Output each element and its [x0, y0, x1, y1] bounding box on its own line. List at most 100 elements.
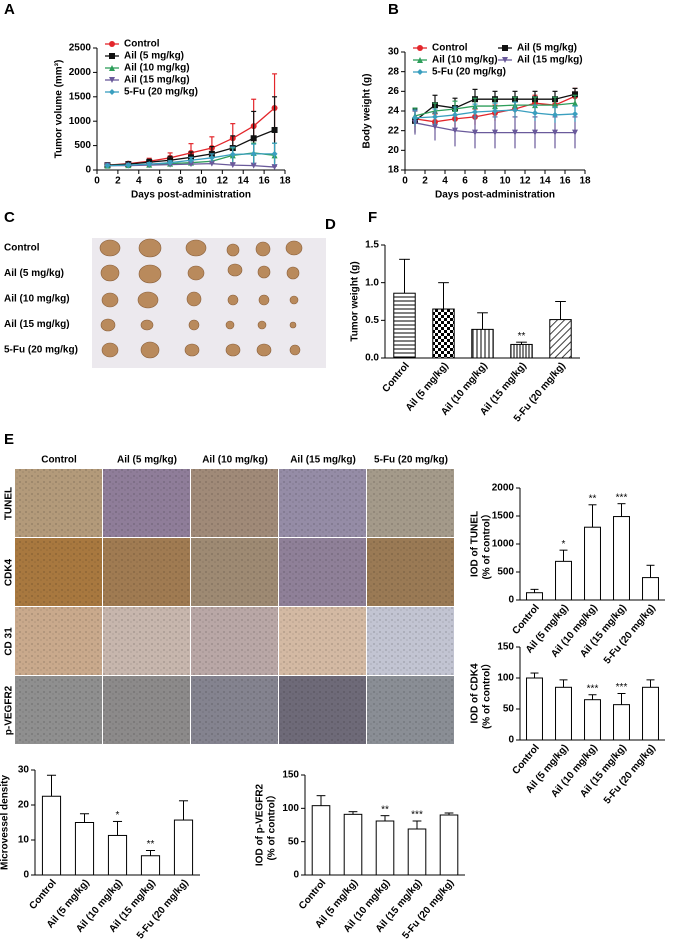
- marker: [104, 162, 111, 169]
- x-tick-label: 16: [559, 176, 571, 187]
- column-header: Ail (15 mg/kg): [290, 455, 356, 466]
- column-header: 5-Fu (20 mg/kg): [374, 455, 448, 466]
- x-axis-label: Days post-administration: [131, 190, 251, 201]
- marker: [472, 108, 478, 115]
- ihc-texture: [15, 469, 102, 537]
- y-tick-label: 50: [503, 704, 515, 715]
- y-tick-label: 2000: [69, 67, 92, 78]
- row-label: Ail (15 mg/kg): [4, 319, 70, 330]
- x-tick-label: 10: [499, 176, 511, 187]
- y-axis-label: IOD of TUNEL: [470, 511, 481, 577]
- bar: [613, 704, 630, 741]
- bar: [642, 686, 659, 741]
- marker: [146, 161, 153, 168]
- legend-label: Ail (5 mg/kg): [517, 43, 577, 54]
- legend-label: Ail (10 mg/kg): [124, 63, 190, 74]
- legend-marker: [109, 77, 115, 83]
- ihc-texture: [367, 676, 454, 744]
- legend-marker: [109, 65, 115, 71]
- marker: [208, 160, 215, 167]
- marker: [472, 129, 478, 136]
- y-tick-label: 100: [282, 803, 299, 814]
- marker: [552, 111, 558, 118]
- significance-label: **: [518, 331, 526, 342]
- bar: [41, 795, 62, 876]
- legend-marker: [417, 45, 423, 51]
- ihc-grid: [15, 469, 454, 744]
- significance-label: ***: [411, 810, 423, 821]
- y-tick-label: 0.5: [365, 315, 379, 326]
- y-tick-label: 24: [388, 106, 400, 117]
- panel-label: E: [4, 431, 14, 448]
- marker: [572, 100, 578, 107]
- x-tick-label: 6: [462, 176, 468, 187]
- y-tick-label: 150: [497, 642, 514, 653]
- x-tick-label: Control: [28, 877, 59, 911]
- legend-label: Ail (10 mg/kg): [432, 55, 498, 66]
- ihc-texture: [15, 607, 102, 675]
- marker: [271, 164, 278, 171]
- legend-label: Control: [124, 39, 160, 50]
- y-axis-label: (% of control）: [265, 789, 278, 860]
- bar: [74, 822, 95, 876]
- ihc-texture: [279, 469, 366, 537]
- marker: [452, 111, 458, 118]
- marker: [412, 114, 418, 121]
- x-tick-label: Control: [381, 360, 412, 394]
- bar: [526, 592, 543, 601]
- marker: [167, 159, 174, 166]
- x-tick-label: 0: [402, 176, 408, 187]
- y-tick-label: 50: [288, 836, 300, 847]
- marker: [229, 162, 236, 169]
- ihc-texture: [103, 676, 190, 744]
- x-tick-label: 8: [178, 176, 184, 187]
- ihc-texture: [279, 538, 366, 606]
- row-header: CDK4: [4, 558, 15, 586]
- marker: [250, 162, 257, 169]
- bar: [375, 820, 395, 876]
- y-axis-label: (% of control）: [480, 658, 493, 729]
- y-tick-label: 500: [74, 140, 91, 151]
- y-axis-label: Tumor volume (mm³): [54, 60, 65, 159]
- legend-marker: [109, 41, 115, 47]
- marker: [532, 109, 538, 116]
- y-axis-label: Body weight (g): [362, 74, 373, 149]
- panel-label: F: [368, 209, 377, 226]
- bar: [407, 828, 427, 876]
- marker: [492, 108, 498, 114]
- y-tick-label: 100: [497, 673, 514, 684]
- panel-label: A: [4, 1, 15, 18]
- y-axis-label: Tumor weight (g): [350, 261, 361, 341]
- y-tick-label: 30: [388, 47, 400, 58]
- legend-marker: [502, 57, 508, 63]
- bar: [642, 577, 659, 601]
- row-label: Control: [4, 243, 40, 254]
- y-tick-label: 20: [18, 800, 30, 811]
- y-tick-label: 1000: [492, 539, 515, 550]
- y-tick-label: 0: [293, 870, 299, 881]
- x-tick-label: 12: [217, 176, 229, 187]
- ihc-texture: [367, 538, 454, 606]
- y-tick-label: 0: [508, 595, 514, 606]
- bar: [393, 292, 416, 359]
- bar: [549, 319, 572, 359]
- row-header: p-VEGFR2: [4, 685, 15, 735]
- panel-label: C: [4, 209, 15, 226]
- y-tick-label: 1500: [69, 91, 92, 102]
- y-tick-label: 20: [388, 145, 400, 156]
- bar: [311, 805, 331, 876]
- y-tick-label: 30: [18, 765, 30, 776]
- ihc-texture: [103, 469, 190, 537]
- ihc-texture: [367, 607, 454, 675]
- significance-label: ***: [587, 683, 599, 694]
- x-tick-label: 5-Fu (20 mg/kg): [602, 603, 658, 667]
- ihc-texture: [191, 676, 278, 744]
- bar: [471, 328, 494, 359]
- column-header: Control: [41, 455, 77, 466]
- x-tick-label: 12: [519, 176, 531, 187]
- bar: [107, 834, 128, 876]
- row-label: Ail (5 mg/kg): [4, 268, 64, 279]
- row-header: CD 31: [4, 627, 15, 656]
